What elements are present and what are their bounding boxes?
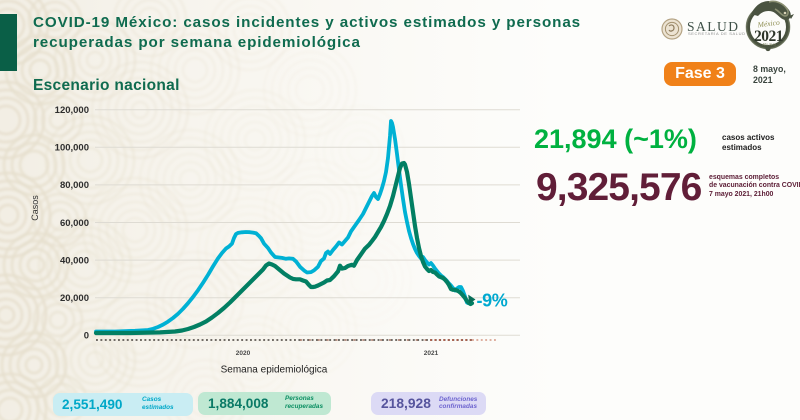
svg-text:2021: 2021 bbox=[424, 350, 439, 357]
svg-text:80,000: 80,000 bbox=[60, 180, 89, 191]
svg-text:20,000: 20,000 bbox=[60, 293, 89, 304]
svg-text:México: México bbox=[756, 18, 780, 30]
svg-text:60,000: 60,000 bbox=[60, 218, 89, 229]
svg-text:-9%: -9% bbox=[477, 291, 508, 311]
svg-text:40,000: 40,000 bbox=[60, 255, 89, 266]
svg-text:Año de la: Año de la bbox=[762, 43, 776, 47]
svg-text:120,000: 120,000 bbox=[55, 105, 89, 116]
svg-text:100,000: 100,000 bbox=[55, 143, 89, 154]
svg-text:0: 0 bbox=[84, 331, 89, 342]
svg-text:Semana epidemiológica: Semana epidemiológica bbox=[221, 365, 328, 376]
svg-text:2020: 2020 bbox=[236, 350, 251, 357]
svg-text:Casos: Casos bbox=[30, 195, 40, 221]
svg-text:2021: 2021 bbox=[754, 28, 783, 45]
